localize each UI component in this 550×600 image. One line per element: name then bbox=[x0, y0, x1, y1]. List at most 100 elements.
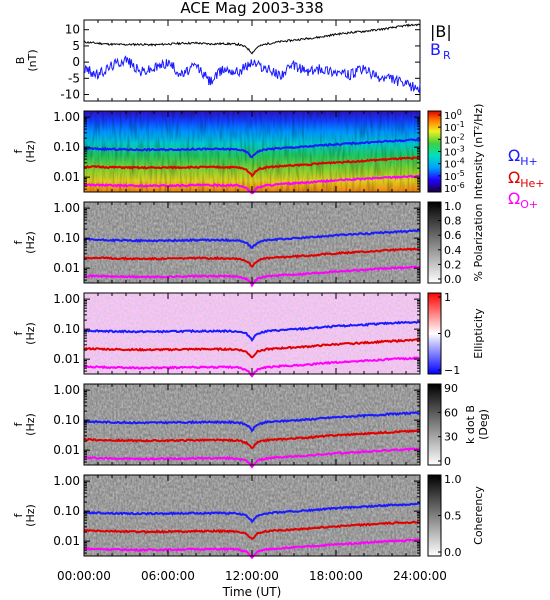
y-axis-label-line: (Hz) bbox=[24, 140, 37, 163]
gyrofrequency-label: ΩH+ bbox=[508, 146, 538, 168]
x-axis-label: Time (UT) bbox=[222, 585, 282, 599]
y-axis-label: B (nT) bbox=[14, 49, 39, 71]
y-tick-label: 1.00 bbox=[53, 110, 80, 124]
colorbar-tick-label: 60 bbox=[444, 406, 458, 419]
colorbar-tick-label: 0 bbox=[444, 455, 451, 468]
colorbar-tick-label: 0.2 bbox=[444, 258, 462, 271]
y-tick-label: 0.10 bbox=[53, 504, 80, 518]
colorbar-tick-label: 1 bbox=[444, 291, 451, 304]
gyrofrequency-curve-h-plus bbox=[83, 502, 421, 524]
gyrofrequency-label: ΩO+ bbox=[508, 189, 538, 211]
y-tick-label: 1.00 bbox=[53, 383, 80, 397]
colorbar-tick-label: 10-5 bbox=[444, 169, 465, 183]
gyrofrequency-curve-he-plus bbox=[83, 338, 420, 359]
figure-title: ACE Mag 2003-338 bbox=[180, 0, 323, 17]
spectrogram-texture bbox=[84, 111, 420, 192]
y-tick-label: 0.10 bbox=[53, 231, 80, 245]
y-tick-label: 0.01 bbox=[53, 534, 80, 548]
y-tick-label: 0.01 bbox=[53, 170, 80, 184]
series-line-b-total bbox=[83, 23, 421, 55]
y-axis-label-line: (Hz) bbox=[24, 231, 37, 254]
y-axis-label-line: (Hz) bbox=[24, 413, 37, 436]
panel-polarization: 1.00 0.10 0.01 f (Hz) 1.0 0.80.6 0.40.2 0.0 % Pol… bbox=[12, 200, 485, 288]
colorbar bbox=[427, 201, 442, 284]
colorbar-label-text: Intensity (nT²/Hz) bbox=[472, 104, 485, 200]
spectrogram-texture bbox=[84, 475, 420, 556]
gyrofrequency-curve-o-plus bbox=[83, 447, 421, 469]
colorbar-label-line: k dot B bbox=[464, 405, 477, 444]
y-axis-label: f (Hz) bbox=[12, 504, 37, 527]
colorbar-tick-label: 30 bbox=[444, 431, 458, 444]
colorbar-label-text: Ellipticity bbox=[472, 308, 485, 359]
gyrofrequency-curve-h-plus bbox=[83, 411, 421, 433]
y-axis-label-line: f bbox=[12, 148, 25, 153]
colorbar-label: Ellipticity bbox=[472, 308, 485, 359]
y-tick-label: -5 bbox=[68, 71, 80, 85]
gyrofrequency-curve-h-plus bbox=[83, 320, 421, 343]
spectrogram-texture bbox=[84, 202, 420, 283]
y-axis-label-line: (Hz) bbox=[24, 322, 37, 345]
colorbar-label-line: (Deg) bbox=[477, 409, 490, 440]
legend-b-radial-subscript: R bbox=[443, 49, 451, 62]
spectrogram-texture bbox=[84, 384, 420, 465]
y-axis-label: f (Hz) bbox=[12, 322, 37, 345]
y-axis-label: f (Hz) bbox=[12, 413, 37, 436]
colorbar-tick-label: 10-3 bbox=[444, 145, 465, 159]
y-tick-label: 1.00 bbox=[53, 292, 80, 306]
panel-coherency: 1.00 0.10 0.01 f (Hz) 1.0 0.5 0.0 Coherency bbox=[12, 473, 485, 560]
gyrofrequency-curve-o-plus bbox=[84, 265, 420, 288]
y-tick-label: 0.01 bbox=[53, 352, 80, 366]
legend-b-total: |B| bbox=[430, 22, 452, 41]
colorbar-label-text: % Polarization bbox=[472, 204, 485, 282]
spectrogram-texture bbox=[84, 293, 420, 374]
gyrofrequency-curve-o-plus bbox=[83, 356, 421, 378]
colorbar-tick-label: 0 bbox=[444, 328, 451, 341]
x-tick-label: 18:00:00 bbox=[309, 569, 363, 583]
y-axis-label: f (Hz) bbox=[12, 231, 37, 254]
colorbar-label: Intensity (nT²/Hz) bbox=[472, 104, 485, 200]
panel-wave-normal-angle: 1.00 0.10 0.01 f (Hz) 90 60 30 0 k dot B (Deg) bbox=[12, 382, 490, 469]
colorbar-label: k dot B (Deg) bbox=[464, 405, 490, 444]
y-axis-label-line: f bbox=[12, 239, 25, 244]
y-tick-label: 1.00 bbox=[53, 474, 80, 488]
y-axis-label-line: B bbox=[14, 57, 27, 65]
colorbar-tick-label: 10-4 bbox=[444, 157, 465, 171]
gyrofrequency-curve-h-plus bbox=[83, 229, 420, 250]
y-axis-label-line: (Hz) bbox=[24, 504, 37, 527]
gyrofrequency-curve-o-plus bbox=[83, 174, 420, 195]
y-tick-label: 5 bbox=[72, 39, 80, 53]
colorbar-tick-label: 10-1 bbox=[444, 120, 465, 134]
gyrofrequency-curve-he-plus bbox=[83, 520, 421, 540]
colorbar-tick-label: 1.0 bbox=[444, 473, 462, 486]
colorbar-tick-label: 0.0 bbox=[444, 546, 462, 559]
y-tick-label: 0.10 bbox=[53, 322, 80, 336]
colorbar-tick-label: 0.5 bbox=[444, 510, 462, 523]
y-tick-label: 1.00 bbox=[53, 201, 80, 215]
colorbar-label: % Polarization bbox=[472, 204, 485, 282]
colorbar-tick-label: 0.4 bbox=[444, 244, 462, 257]
y-tick-label: 0.10 bbox=[53, 413, 80, 427]
colorbar bbox=[427, 383, 442, 466]
colorbar-tick-label: −1 bbox=[444, 364, 460, 377]
colorbar-tick-label: 10-6 bbox=[444, 181, 465, 195]
colorbar-tick-label: 0.0 bbox=[444, 273, 462, 286]
x-tick-label: 00:00:00 bbox=[57, 569, 111, 583]
y-tick-label: 0.01 bbox=[53, 261, 80, 275]
y-axis-label-line: (nT) bbox=[26, 49, 39, 71]
series-line-b-radial bbox=[83, 55, 421, 94]
y-tick-label: 0.01 bbox=[53, 443, 80, 457]
colorbar-tick-label: 90 bbox=[444, 382, 458, 395]
y-tick-label: 0.10 bbox=[53, 140, 80, 154]
panel-frame bbox=[83, 19, 421, 102]
y-axis-label-line: f bbox=[12, 330, 25, 335]
x-tick-label: 12:00:00 bbox=[225, 569, 279, 583]
colorbar-tick-label: 0.6 bbox=[444, 229, 462, 242]
colorbar-tick-label: 10-2 bbox=[444, 132, 465, 146]
x-tick-label: 24:00:00 bbox=[393, 569, 447, 583]
gyrofrequency-curve-o-plus bbox=[83, 538, 421, 560]
panel-ellipticity: 1.00 0.10 0.01 f (Hz) 1 0 −1 Ellipticity bbox=[12, 291, 485, 378]
gyrofrequency-curve-h-plus bbox=[83, 138, 421, 159]
x-tick-label: 06:00:00 bbox=[141, 569, 195, 583]
panel-intensity: 1.00 0.10 0.01 f (Hz) 10010-110-210-310-410-5… bbox=[12, 104, 545, 211]
